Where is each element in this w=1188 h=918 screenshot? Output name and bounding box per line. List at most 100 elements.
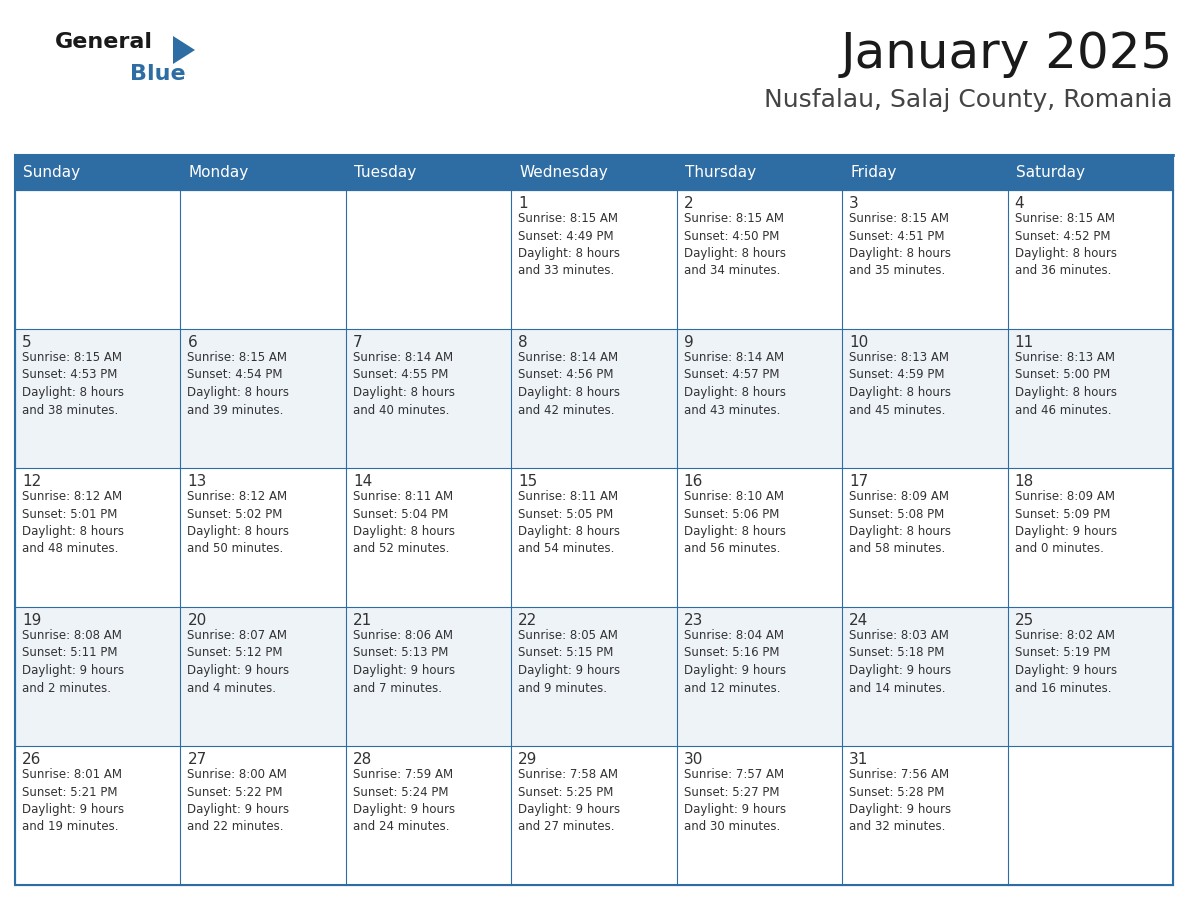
Bar (15, 155, 181, 190)
Text: 16: 16 (684, 474, 703, 489)
Text: 23: 23 (684, 613, 703, 628)
Text: Sunrise: 8:02 AM
Sunset: 5:19 PM
Daylight: 9 hours
and 16 minutes.: Sunrise: 8:02 AM Sunset: 5:19 PM Dayligh… (1015, 629, 1117, 695)
Bar (15, 607, 181, 746)
Text: Sunrise: 8:12 AM
Sunset: 5:02 PM
Daylight: 8 hours
and 50 minutes.: Sunrise: 8:12 AM Sunset: 5:02 PM Dayligh… (188, 490, 290, 555)
Text: 21: 21 (353, 613, 372, 628)
Text: 11: 11 (1015, 335, 1034, 350)
Bar (346, 190, 511, 329)
Text: 28: 28 (353, 752, 372, 767)
Bar (511, 746, 677, 885)
Bar (346, 746, 511, 885)
Text: 20: 20 (188, 613, 207, 628)
Bar (181, 607, 346, 746)
Text: Sunrise: 8:15 AM
Sunset: 4:50 PM
Daylight: 8 hours
and 34 minutes.: Sunrise: 8:15 AM Sunset: 4:50 PM Dayligh… (684, 212, 785, 277)
Text: 15: 15 (518, 474, 537, 489)
Bar (181, 190, 346, 329)
Text: Sunrise: 8:03 AM
Sunset: 5:18 PM
Daylight: 9 hours
and 14 minutes.: Sunrise: 8:03 AM Sunset: 5:18 PM Dayligh… (849, 629, 952, 695)
Bar (842, 468, 1007, 607)
Text: 2: 2 (684, 196, 694, 211)
Text: Sunrise: 7:57 AM
Sunset: 5:27 PM
Daylight: 9 hours
and 30 minutes.: Sunrise: 7:57 AM Sunset: 5:27 PM Dayligh… (684, 768, 785, 834)
Text: 29: 29 (518, 752, 538, 767)
Text: 3: 3 (849, 196, 859, 211)
Bar (842, 746, 1007, 885)
Bar (15, 190, 181, 329)
Text: Sunrise: 8:01 AM
Sunset: 5:21 PM
Daylight: 9 hours
and 19 minutes.: Sunrise: 8:01 AM Sunset: 5:21 PM Dayligh… (23, 768, 124, 834)
Text: 24: 24 (849, 613, 868, 628)
Bar (1007, 746, 1173, 885)
Text: General: General (55, 32, 153, 52)
Text: 5: 5 (23, 335, 32, 350)
Text: Sunrise: 8:15 AM
Sunset: 4:51 PM
Daylight: 8 hours
and 35 minutes.: Sunrise: 8:15 AM Sunset: 4:51 PM Dayligh… (849, 212, 952, 277)
Text: Sunrise: 8:13 AM
Sunset: 5:00 PM
Daylight: 8 hours
and 46 minutes.: Sunrise: 8:13 AM Sunset: 5:00 PM Dayligh… (1015, 351, 1117, 417)
Bar (181, 329, 346, 468)
Text: 8: 8 (518, 335, 527, 350)
Bar (677, 329, 842, 468)
Text: 12: 12 (23, 474, 42, 489)
Bar (1007, 190, 1173, 329)
Bar (842, 190, 1007, 329)
Text: Sunrise: 8:09 AM
Sunset: 5:09 PM
Daylight: 9 hours
and 0 minutes.: Sunrise: 8:09 AM Sunset: 5:09 PM Dayligh… (1015, 490, 1117, 555)
Text: 6: 6 (188, 335, 197, 350)
Bar (346, 468, 511, 607)
Bar (1007, 155, 1173, 190)
Text: Blue: Blue (129, 64, 185, 84)
Text: Monday: Monday (189, 165, 248, 180)
Bar (677, 190, 842, 329)
Text: 19: 19 (23, 613, 42, 628)
Text: 14: 14 (353, 474, 372, 489)
Text: 13: 13 (188, 474, 207, 489)
Text: Sunrise: 8:07 AM
Sunset: 5:12 PM
Daylight: 9 hours
and 4 minutes.: Sunrise: 8:07 AM Sunset: 5:12 PM Dayligh… (188, 629, 290, 695)
Text: Sunrise: 7:58 AM
Sunset: 5:25 PM
Daylight: 9 hours
and 27 minutes.: Sunrise: 7:58 AM Sunset: 5:25 PM Dayligh… (518, 768, 620, 834)
Bar (511, 468, 677, 607)
Text: Sunrise: 7:56 AM
Sunset: 5:28 PM
Daylight: 9 hours
and 32 minutes.: Sunrise: 7:56 AM Sunset: 5:28 PM Dayligh… (849, 768, 952, 834)
Polygon shape (173, 36, 195, 64)
Text: Sunrise: 8:10 AM
Sunset: 5:06 PM
Daylight: 8 hours
and 56 minutes.: Sunrise: 8:10 AM Sunset: 5:06 PM Dayligh… (684, 490, 785, 555)
Bar (842, 329, 1007, 468)
Text: Sunrise: 8:13 AM
Sunset: 4:59 PM
Daylight: 8 hours
and 45 minutes.: Sunrise: 8:13 AM Sunset: 4:59 PM Dayligh… (849, 351, 952, 417)
Text: Sunrise: 8:06 AM
Sunset: 5:13 PM
Daylight: 9 hours
and 7 minutes.: Sunrise: 8:06 AM Sunset: 5:13 PM Dayligh… (353, 629, 455, 695)
Bar (15, 468, 181, 607)
Text: 10: 10 (849, 335, 868, 350)
Text: Sunrise: 8:05 AM
Sunset: 5:15 PM
Daylight: 9 hours
and 9 minutes.: Sunrise: 8:05 AM Sunset: 5:15 PM Dayligh… (518, 629, 620, 695)
Bar (1007, 607, 1173, 746)
Bar (1007, 329, 1173, 468)
Text: Friday: Friday (851, 165, 897, 180)
Bar (677, 468, 842, 607)
Bar (181, 468, 346, 607)
Text: 1: 1 (518, 196, 527, 211)
Text: Sunrise: 8:04 AM
Sunset: 5:16 PM
Daylight: 9 hours
and 12 minutes.: Sunrise: 8:04 AM Sunset: 5:16 PM Dayligh… (684, 629, 785, 695)
Bar (181, 746, 346, 885)
Text: January 2025: January 2025 (841, 30, 1173, 78)
Bar (677, 607, 842, 746)
Text: Sunrise: 8:00 AM
Sunset: 5:22 PM
Daylight: 9 hours
and 22 minutes.: Sunrise: 8:00 AM Sunset: 5:22 PM Dayligh… (188, 768, 290, 834)
Text: 22: 22 (518, 613, 537, 628)
Bar (15, 746, 181, 885)
Bar (842, 607, 1007, 746)
Text: Sunrise: 8:09 AM
Sunset: 5:08 PM
Daylight: 8 hours
and 58 minutes.: Sunrise: 8:09 AM Sunset: 5:08 PM Dayligh… (849, 490, 952, 555)
Text: Sunrise: 8:11 AM
Sunset: 5:05 PM
Daylight: 8 hours
and 54 minutes.: Sunrise: 8:11 AM Sunset: 5:05 PM Dayligh… (518, 490, 620, 555)
Text: Sunrise: 8:15 AM
Sunset: 4:52 PM
Daylight: 8 hours
and 36 minutes.: Sunrise: 8:15 AM Sunset: 4:52 PM Dayligh… (1015, 212, 1117, 277)
Bar (677, 746, 842, 885)
Text: 7: 7 (353, 335, 362, 350)
Bar (15, 329, 181, 468)
Text: Sunrise: 8:14 AM
Sunset: 4:57 PM
Daylight: 8 hours
and 43 minutes.: Sunrise: 8:14 AM Sunset: 4:57 PM Dayligh… (684, 351, 785, 417)
Text: Sunrise: 8:12 AM
Sunset: 5:01 PM
Daylight: 8 hours
and 48 minutes.: Sunrise: 8:12 AM Sunset: 5:01 PM Dayligh… (23, 490, 124, 555)
Text: 26: 26 (23, 752, 42, 767)
Text: Wednesday: Wednesday (519, 165, 608, 180)
Text: 31: 31 (849, 752, 868, 767)
Bar (346, 155, 511, 190)
Bar (1007, 468, 1173, 607)
Bar (181, 155, 346, 190)
Bar (511, 155, 677, 190)
Text: Sunrise: 7:59 AM
Sunset: 5:24 PM
Daylight: 9 hours
and 24 minutes.: Sunrise: 7:59 AM Sunset: 5:24 PM Dayligh… (353, 768, 455, 834)
Bar (511, 607, 677, 746)
Text: 18: 18 (1015, 474, 1034, 489)
Text: Sunrise: 8:11 AM
Sunset: 5:04 PM
Daylight: 8 hours
and 52 minutes.: Sunrise: 8:11 AM Sunset: 5:04 PM Dayligh… (353, 490, 455, 555)
Text: Thursday: Thursday (684, 165, 756, 180)
Text: Sunday: Sunday (23, 165, 80, 180)
Text: Sunrise: 8:15 AM
Sunset: 4:53 PM
Daylight: 8 hours
and 38 minutes.: Sunrise: 8:15 AM Sunset: 4:53 PM Dayligh… (23, 351, 124, 417)
Text: Sunrise: 8:15 AM
Sunset: 4:54 PM
Daylight: 8 hours
and 39 minutes.: Sunrise: 8:15 AM Sunset: 4:54 PM Dayligh… (188, 351, 290, 417)
Text: Saturday: Saturday (1016, 165, 1085, 180)
Bar (511, 329, 677, 468)
Bar (15, 155, 1173, 885)
